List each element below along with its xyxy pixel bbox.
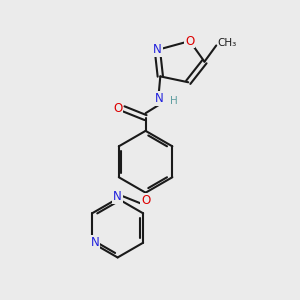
Text: O: O — [141, 194, 150, 207]
Text: N: N — [153, 44, 162, 56]
Text: O: O — [185, 34, 194, 48]
Text: H: H — [170, 95, 178, 106]
Text: O: O — [113, 102, 122, 115]
Text: N: N — [113, 190, 122, 203]
Text: CH₃: CH₃ — [218, 38, 237, 47]
Text: N: N — [154, 92, 163, 105]
Text: N: N — [91, 236, 99, 249]
